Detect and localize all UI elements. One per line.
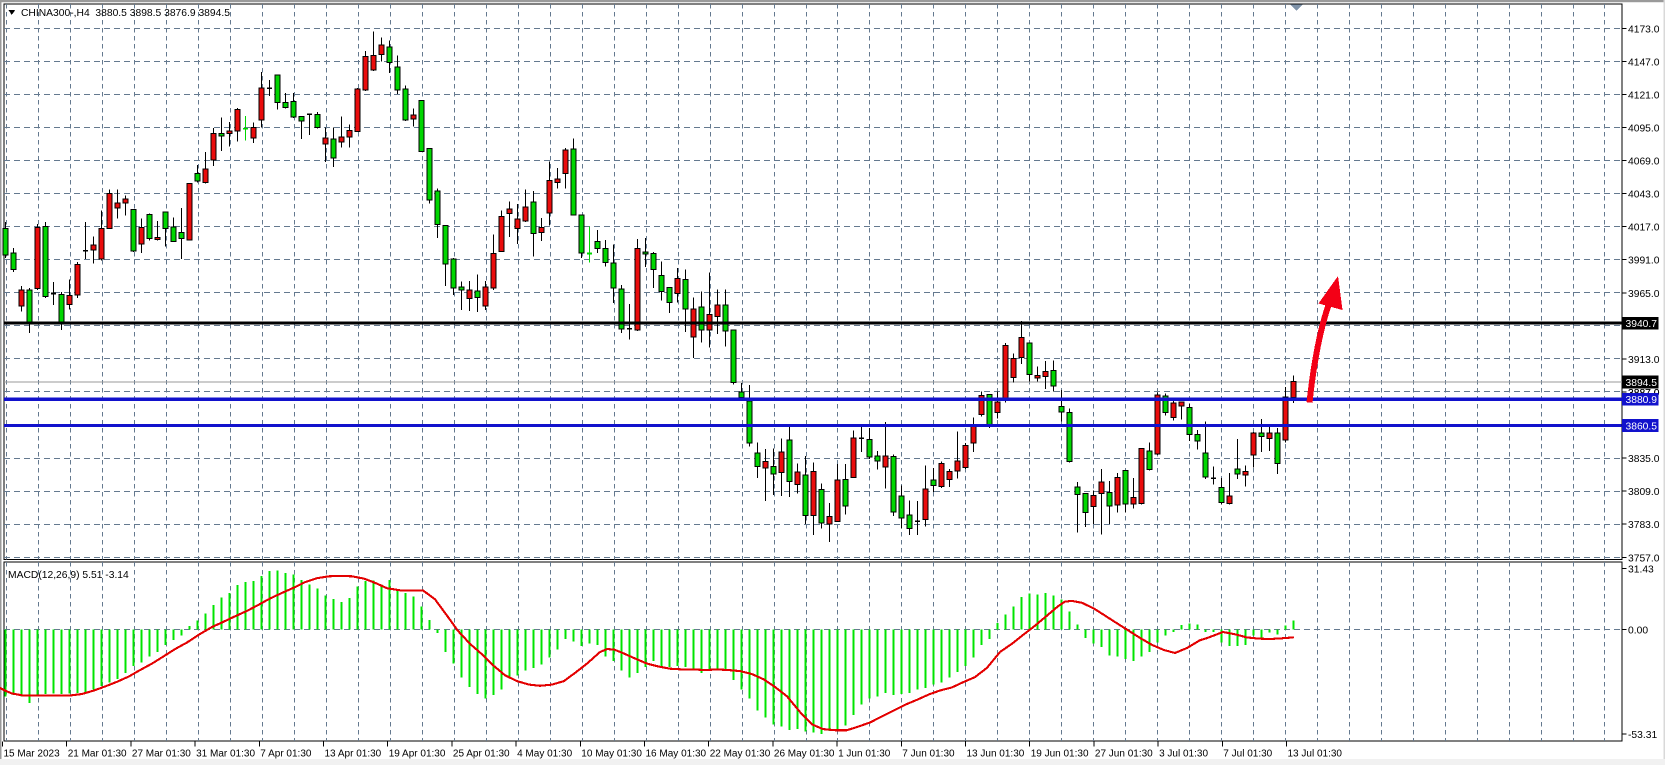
svg-text:3880.9: 3880.9: [1626, 395, 1658, 406]
svg-text:13 Jun 01:30: 13 Jun 01:30: [967, 749, 1025, 760]
svg-text:31.43: 31.43: [1628, 565, 1654, 576]
svg-text:7 Jun 01:30: 7 Jun 01:30: [902, 749, 955, 760]
svg-text:3860.5: 3860.5: [1626, 421, 1658, 432]
svg-text:27 Mar 01:30: 27 Mar 01:30: [132, 749, 191, 760]
svg-text:0.00: 0.00: [1628, 626, 1648, 637]
svg-text:15 Mar 2023: 15 Mar 2023: [4, 749, 61, 760]
svg-text:3835.0: 3835.0: [1628, 454, 1660, 465]
svg-text:10 May 01:30: 10 May 01:30: [581, 749, 642, 760]
svg-text:3809.0: 3809.0: [1628, 487, 1660, 498]
svg-text:1 Jun 01:30: 1 Jun 01:30: [838, 749, 891, 760]
svg-text:4173.0: 4173.0: [1628, 24, 1660, 35]
svg-text:16 May 01:30: 16 May 01:30: [646, 749, 707, 760]
svg-text:21 Mar 01:30: 21 Mar 01:30: [68, 749, 127, 760]
svg-text:3913.0: 3913.0: [1628, 355, 1660, 366]
svg-text:MACD(12,26,9) 5.51 -3.14: MACD(12,26,9) 5.51 -3.14: [8, 570, 129, 581]
svg-text:13 Apr 01:30: 13 Apr 01:30: [325, 749, 382, 760]
svg-text:7 Jul 01:30: 7 Jul 01:30: [1223, 749, 1272, 760]
svg-text:4095.0: 4095.0: [1628, 124, 1660, 135]
svg-text:3894.5: 3894.5: [1626, 378, 1658, 389]
svg-text:4121.0: 4121.0: [1628, 90, 1660, 101]
svg-text:7 Apr 01:30: 7 Apr 01:30: [260, 749, 312, 760]
svg-text:3965.0: 3965.0: [1628, 289, 1660, 300]
svg-text:26 May 01:30: 26 May 01:30: [774, 749, 835, 760]
svg-text:3 Jul 01:30: 3 Jul 01:30: [1159, 749, 1208, 760]
svg-text:13 Jul 01:30: 13 Jul 01:30: [1288, 749, 1343, 760]
svg-text:3991.0: 3991.0: [1628, 256, 1660, 267]
svg-text:4017.0: 4017.0: [1628, 223, 1660, 234]
svg-text:19 Apr 01:30: 19 Apr 01:30: [389, 749, 446, 760]
svg-text:3940.7: 3940.7: [1626, 319, 1658, 330]
svg-text:27 Jun 01:30: 27 Jun 01:30: [1095, 749, 1153, 760]
svg-text:31 Mar 01:30: 31 Mar 01:30: [196, 749, 255, 760]
svg-text:3757.0: 3757.0: [1628, 553, 1660, 564]
svg-text:-53.31: -53.31: [1628, 730, 1657, 741]
svg-text:22 May 01:30: 22 May 01:30: [710, 749, 771, 760]
svg-text:4043.0: 4043.0: [1628, 190, 1660, 201]
svg-text:CHINA300-,H4 3880.5 3898.5 38: CHINA300-,H4 3880.5 3898.5 3876.9 3894.5: [21, 8, 230, 19]
svg-text:19 Jun 01:30: 19 Jun 01:30: [1031, 749, 1089, 760]
svg-text:3783.0: 3783.0: [1628, 520, 1660, 531]
svg-text:4147.0: 4147.0: [1628, 57, 1660, 68]
svg-text:4069.0: 4069.0: [1628, 157, 1660, 168]
svg-text:25 Apr 01:30: 25 Apr 01:30: [453, 749, 510, 760]
svg-text:4 May 01:30: 4 May 01:30: [517, 749, 572, 760]
